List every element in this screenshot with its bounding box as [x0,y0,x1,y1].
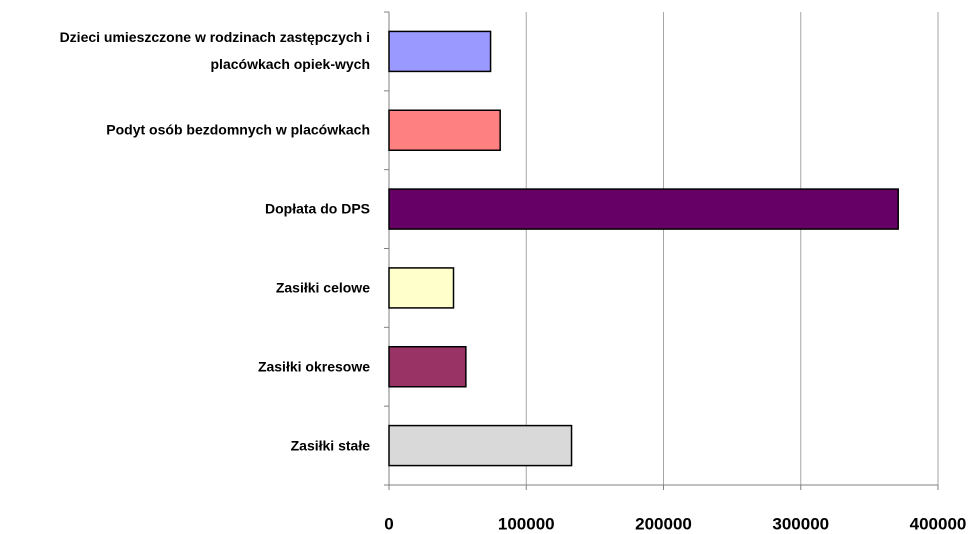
x-tick-label: 200000 [635,514,692,533]
x-tick-label: 0 [384,514,393,533]
bar [388,424,573,467]
y-tick-label: Dopłata do DPS [264,200,370,217]
y-tick-label: Zasiłki okresowe [257,358,370,375]
y-tick-label: Zasiłki celowe [275,279,370,296]
bar [388,267,455,309]
bar [388,30,492,73]
y-tick-label: Zasiłki stałe [290,437,370,454]
x-tick-label: 300000 [772,514,829,533]
bar [388,346,467,388]
bar [388,109,501,151]
y-tick-label: Dzieci umieszczone w rodzinach zastępczy… [59,29,370,73]
x-tick-label: 100000 [498,514,555,533]
y-tick-label: Podyt osób bezdomnych w placówkach [106,121,370,138]
bar [388,188,899,230]
x-tick-label: 400000 [910,514,967,533]
